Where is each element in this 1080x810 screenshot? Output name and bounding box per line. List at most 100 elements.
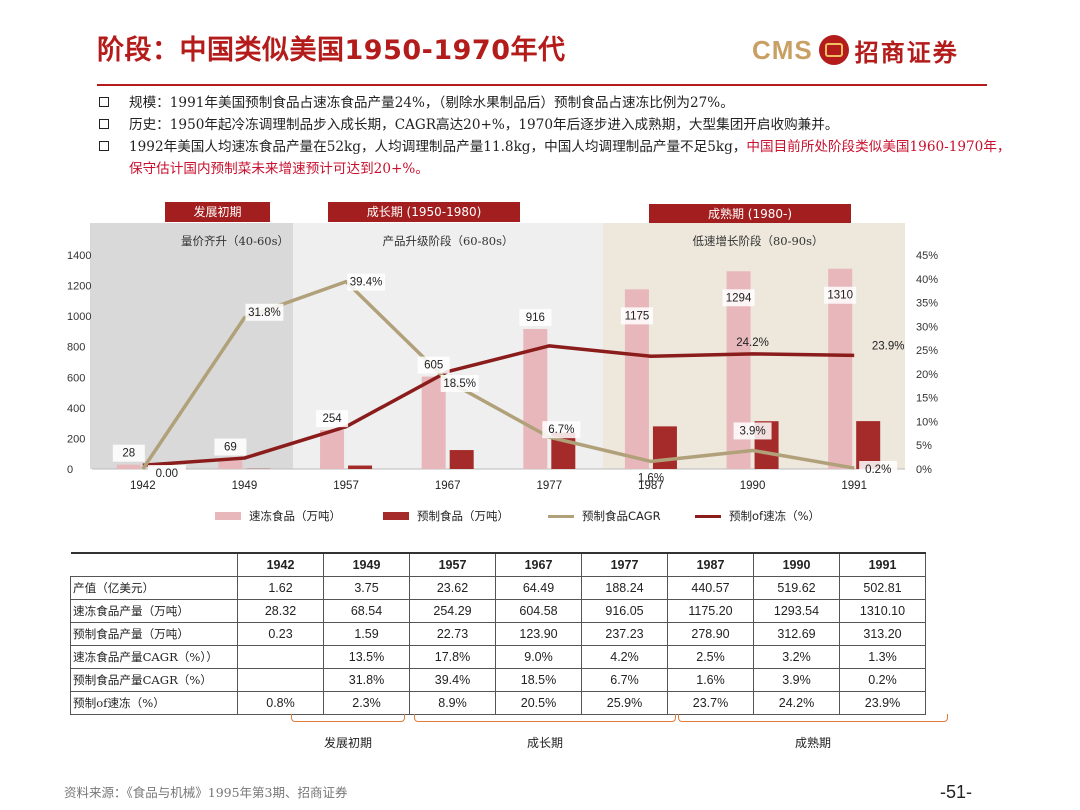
- y-left-tick-label: 1200: [67, 281, 91, 293]
- y-left-tick-label: 800: [67, 342, 85, 354]
- checkbox-square-icon: [99, 141, 109, 151]
- share-label: 24.2%: [736, 337, 769, 349]
- line-label-bg: [542, 421, 581, 439]
- legend-label: 速冻食品（万吨）: [249, 509, 341, 523]
- checkbox-square-icon: [99, 97, 109, 107]
- table-year-header: 1990: [753, 552, 840, 577]
- table-year-header: 1942: [237, 552, 324, 577]
- page-number: -51-: [940, 782, 973, 802]
- table-header-row: 1942 1949 1957 1967 1977 1987 1990 1991: [70, 552, 926, 577]
- row-label: 产值（亿美元）: [70, 576, 238, 600]
- phase-tag-mature: 成熟期 (1980-): [649, 204, 851, 224]
- table-row: 产值（亿美元） 1.62 3.75 23.62 64.49 188.24 440…: [70, 576, 926, 600]
- row-label: 速冻食品产量（万吨）: [70, 599, 238, 623]
- table-year-header: 1987: [667, 552, 754, 577]
- y-left-tick-label: 0: [67, 464, 73, 476]
- bar-label: 1175: [625, 310, 650, 322]
- table-row: 预制of速冻（%） 0.8% 2.3% 8.9% 20.5% 25.9% 23.…: [70, 691, 926, 715]
- y-right-tick-label: 25%: [916, 345, 938, 357]
- bar-label: 28: [122, 448, 135, 460]
- phase-tag-growth: 成长期 (1950-1980): [328, 202, 520, 222]
- table-cell: 188.24: [581, 576, 668, 600]
- bullet-list: 规模：1991年美国预制食品占速冻食品产量24%，（剔除水果制品后）预制食品占速…: [97, 92, 1017, 180]
- bullet-per-capita: 1992年美国人均速冻食品产量在52kg，人均调理制品产量11.8kg，中国人均…: [97, 136, 1017, 180]
- source-note: 资料来源：《食品与机械》1995年第3期、招商证券: [64, 785, 348, 800]
- table-cell: 64.49: [495, 576, 582, 600]
- x-tick-label: 1987: [638, 480, 664, 492]
- x-tick-label: 1942: [130, 480, 156, 492]
- bar-label-bg: [519, 308, 552, 326]
- region-label: 产品升级阶段（60-80s）: [382, 234, 513, 248]
- table-cell: 313.20: [839, 622, 926, 646]
- brace-early: [291, 714, 405, 722]
- y-right-tick-label: 0%: [916, 464, 932, 476]
- line-label: 0.2%: [865, 464, 891, 476]
- x-tick-label: 1991: [841, 480, 867, 492]
- bar-label-bg: [722, 289, 755, 307]
- brace-label-mature: 成熟期: [794, 736, 831, 750]
- line-label: 0.00: [156, 468, 178, 480]
- share-label: 23.9%: [872, 340, 905, 352]
- table-year-header: 1991: [839, 552, 926, 577]
- bar-prepared: [348, 465, 373, 469]
- row-label: 速冻食品产量CAGR（%））: [70, 645, 238, 669]
- line-label-bg: [859, 461, 898, 478]
- table-cell: [237, 645, 324, 669]
- table-cell: 2.3%: [323, 691, 410, 715]
- table-cell: 254.29: [409, 599, 496, 623]
- legend-label: 预制食品（万吨）: [417, 509, 509, 523]
- combo-chart: 量价齐升（40-60s） 产品升级阶段（60-80s） 低速增长阶段（80-90s）…: [67, 223, 938, 492]
- line-label-bg: [440, 375, 479, 393]
- legend-line: [695, 514, 721, 518]
- table-year-header: 1949: [323, 552, 410, 577]
- y-right-tick-label: 30%: [916, 321, 938, 333]
- y-left-tick-label: 200: [67, 433, 85, 445]
- line-label: 31.8%: [248, 307, 281, 319]
- y-right-tick-label: 35%: [916, 298, 938, 310]
- x-tick-label: 1977: [537, 480, 563, 492]
- y-left-tick-label: 600: [67, 372, 85, 384]
- table-row: 速冻食品产量（万吨） 28.32 68.54 254.29 604.58 916…: [70, 599, 926, 623]
- row-label: 预制食品产量（万吨）: [70, 622, 238, 646]
- cms-logo-icon: [818, 35, 849, 65]
- table-cell: 278.90: [667, 622, 754, 646]
- phase-tag-early: 发展初期: [165, 202, 270, 222]
- table-year-header: 1977: [581, 552, 668, 577]
- line-label-bg: [631, 469, 670, 487]
- line-label: 39.4%: [350, 277, 383, 289]
- x-tick-label: 1957: [333, 480, 359, 492]
- bullet-text: 1992年美国人均速冻食品产量在52kg，人均调理制品产量11.8kg，中国人均…: [129, 139, 747, 155]
- y-right-tick-label: 15%: [916, 393, 938, 405]
- y-right-tick-label: 40%: [916, 274, 938, 286]
- legend-item-share: 预制of速冻（%）: [695, 508, 820, 524]
- bar-label: 605: [424, 360, 443, 372]
- y-left-tick-label: 1400: [67, 250, 91, 262]
- bar-frozen: [320, 430, 345, 469]
- table-cell: 1.6%: [667, 668, 754, 692]
- bar-prepared: [652, 426, 677, 469]
- page-title: 阶段：中国类似美国1950-1970年代: [97, 35, 566, 66]
- table-cell: 3.9%: [753, 668, 840, 692]
- table-row: 预制食品产量CAGR（%） 31.8% 39.4% 18.5% 6.7% 1.6…: [70, 668, 926, 692]
- table-cell: 4.2%: [581, 645, 668, 669]
- row-label: 预制食品产量CAGR（%）: [70, 668, 238, 692]
- legend-label: 预制食品CAGR: [582, 509, 661, 523]
- logo-text-cn: 招商证券: [854, 37, 959, 67]
- table-cell: 8.9%: [409, 691, 496, 715]
- legend-item-frozen: 速冻食品（万吨）: [215, 508, 341, 524]
- line-label: 6.7%: [548, 424, 574, 436]
- logo-text-en: CMS: [752, 34, 813, 65]
- bullet-highlight-text: 中国目前所处阶段类似美国1960-1970年，保守估计国内预制菜未来增速预计可达…: [129, 139, 1011, 177]
- table-cell: 6.7%: [581, 668, 668, 692]
- cms-logo: CMS 招商证券: [752, 30, 959, 70]
- bar-label-bg: [824, 286, 857, 304]
- brace-label-growth: 成长期: [526, 736, 563, 750]
- bullet-text: 规模：1991年美国预制食品占速冻食品产量24%，（剔除水果制品后）预制食品占速…: [129, 95, 734, 111]
- bar-label: 254: [322, 413, 342, 425]
- y-right-tick-label: 20%: [916, 369, 938, 381]
- legend-item-cagr: 预制食品CAGR: [548, 508, 661, 524]
- legend-item-prepared: 预制食品（万吨）: [383, 508, 509, 524]
- y-left-tick-label: 1000: [67, 311, 91, 323]
- region-label: 量价齐升（40-60s）: [181, 234, 289, 248]
- brace-mature: [678, 714, 948, 722]
